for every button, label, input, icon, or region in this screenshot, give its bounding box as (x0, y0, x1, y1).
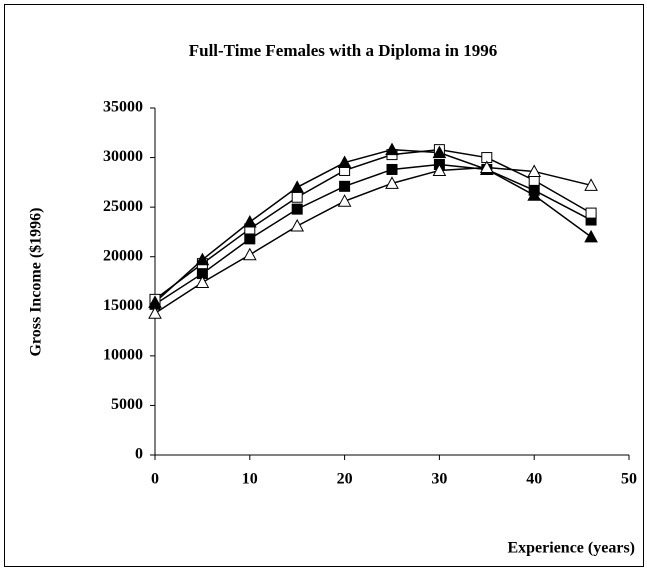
x-tick-label: 30 (431, 471, 447, 488)
marker (432, 163, 447, 176)
marker (195, 252, 210, 266)
marker (527, 164, 542, 177)
marker (385, 142, 399, 156)
series-line (154, 163, 592, 305)
x-tick-label: 20 (337, 471, 353, 488)
marker (290, 218, 305, 232)
marker (584, 229, 598, 243)
series-line (154, 148, 592, 303)
marker (244, 233, 256, 245)
y-tick-label: 15000 (103, 297, 143, 314)
x-tick-label: 40 (526, 471, 542, 488)
y-tick-label: 0 (135, 446, 143, 463)
y-tick-label: 5000 (111, 396, 143, 413)
marker (386, 163, 398, 175)
marker (337, 194, 352, 207)
y-tick-label: 30000 (103, 148, 143, 165)
marker (527, 188, 542, 201)
y-tick-label: 20000 (103, 247, 143, 264)
x-tick-label: 0 (151, 471, 159, 488)
marker (585, 207, 597, 219)
y-tick-label: 35000 (103, 99, 143, 116)
y-tick-label: 10000 (103, 347, 143, 364)
marker (432, 145, 447, 159)
marker (337, 155, 352, 169)
series-line (154, 166, 592, 314)
marker (479, 160, 494, 173)
chart-title: Full-Time Females with a Diploma in 1996 (189, 41, 498, 60)
marker (339, 180, 351, 192)
chart-border (4, 4, 644, 567)
marker (242, 214, 257, 228)
marker (242, 247, 257, 261)
marker (195, 275, 210, 288)
x-axis-label: Experience (years) (507, 540, 635, 557)
x-tick-label: 10 (242, 471, 258, 488)
marker (291, 191, 303, 203)
marker (290, 180, 305, 193)
x-tick-label: 50 (621, 471, 637, 488)
y-tick-label: 25000 (103, 198, 143, 215)
marker (385, 176, 399, 189)
marker (291, 203, 303, 215)
y-axis-label: Gross Income ($1996) (28, 207, 45, 356)
marker (584, 178, 598, 191)
marker (148, 306, 162, 319)
